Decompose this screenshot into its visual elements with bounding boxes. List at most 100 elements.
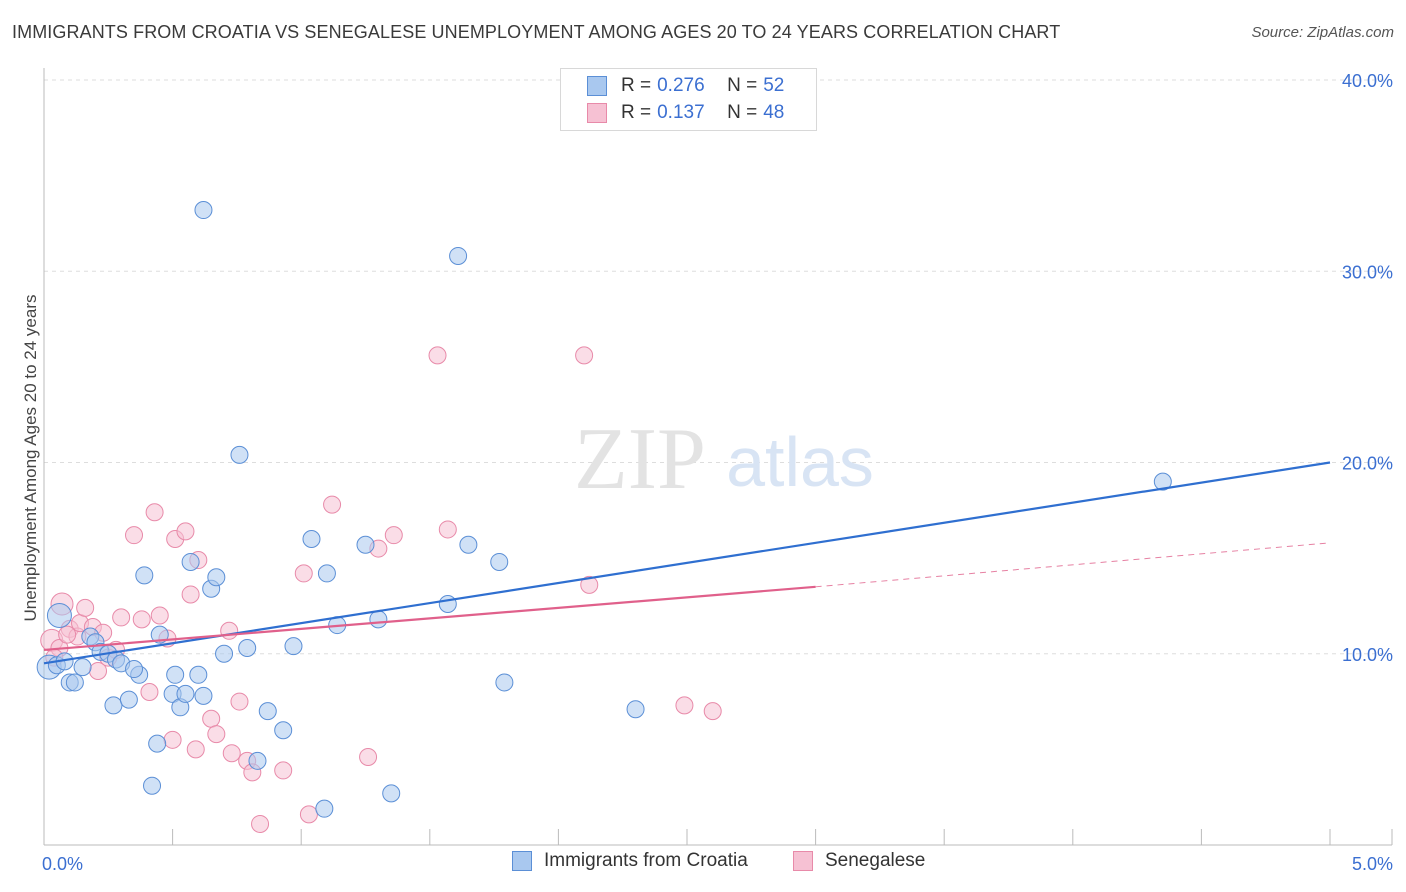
croatia-point: [194, 686, 213, 705]
senegalese-point: [323, 495, 342, 514]
croatia-point: [176, 684, 195, 703]
croatia-point: [248, 751, 267, 770]
x-tick-label: 0.0%: [42, 854, 83, 874]
legend-n-label: N =: [727, 102, 758, 123]
croatia-point: [119, 690, 138, 709]
croatia-point: [189, 665, 208, 684]
senegalese-point: [384, 526, 403, 545]
croatia-point: [449, 246, 468, 265]
croatia-point: [65, 673, 84, 692]
croatia-point: [356, 535, 375, 554]
croatia-point: [369, 610, 388, 629]
senegalese-point: [125, 526, 144, 545]
y-tick-label: 20.0%: [1342, 454, 1393, 474]
y-tick-label: 30.0%: [1342, 262, 1393, 282]
senegalese-point: [58, 625, 77, 644]
croatia-point: [274, 721, 293, 740]
x-tick-label: 5.0%: [1352, 854, 1393, 874]
chart-title: IMMIGRANTS FROM CROATIA VS SENEGALESE UN…: [12, 22, 1061, 42]
senegalese-point: [230, 692, 249, 711]
watermark-atlas: atlas: [726, 423, 874, 501]
croatia-point: [73, 658, 92, 677]
croatia-point: [315, 799, 334, 818]
legend-r-value-croatia: 0.276: [657, 75, 705, 96]
croatia-point: [317, 564, 336, 583]
senegalese-point: [575, 346, 594, 365]
croatia-point: [166, 665, 185, 684]
legend-n-label: N =: [727, 75, 758, 96]
croatia-point: [207, 568, 226, 587]
croatia-point: [490, 552, 509, 571]
croatia-point: [150, 625, 169, 644]
croatia-point: [495, 673, 514, 692]
croatia-point: [215, 644, 234, 663]
senegalese-trend-line: [43, 585, 816, 652]
bottom-legend-senegalese: Senegalese: [793, 850, 925, 872]
senegalese-point: [438, 520, 457, 539]
croatia-point: [125, 660, 144, 679]
senegalese-point: [675, 696, 694, 715]
croatia-point: [438, 595, 457, 614]
senegalese-point: [703, 702, 722, 721]
bottom-legend-croatia: Immigrants from Croatia: [512, 850, 748, 872]
trend-lines: [43, 461, 1331, 665]
croatia-point: [104, 696, 123, 715]
legend-r-value-senegalese: 0.137: [657, 102, 705, 123]
legend-row-senegalese: R = 0.137 N = 48: [587, 100, 784, 126]
senegalese-point: [207, 725, 226, 744]
senegalese-point: [140, 683, 159, 701]
bottom-legend-label-croatia: Immigrants from Croatia: [544, 850, 748, 871]
croatia-point: [46, 603, 72, 628]
senegalese-point: [112, 608, 131, 627]
senegalese-point: [220, 621, 239, 640]
croatia-point: [230, 445, 249, 464]
croatia-trend-line: [43, 461, 1331, 665]
croatia-point: [1153, 472, 1172, 491]
bottom-legend-label-senegalese: Senegalese: [825, 850, 926, 871]
bottom-legend-swatch-senegalese: [793, 851, 813, 871]
senegalese-point: [176, 522, 195, 541]
croatia-point: [135, 566, 154, 585]
senegalese-point: [202, 709, 221, 728]
croatia-point: [143, 776, 162, 795]
legend-swatch-senegalese: [587, 103, 607, 123]
bottom-legend-swatch-croatia: [512, 851, 532, 871]
croatia-point: [148, 734, 167, 753]
legend-n-value-croatia: 52: [763, 75, 785, 96]
source-credit: Source: ZipAtlas.com: [1251, 24, 1394, 41]
senegalese-point: [251, 814, 270, 833]
croatia-point: [194, 201, 213, 220]
legend-r-label: R =: [621, 75, 652, 96]
axis-layer: 10.0% 20.0% 30.0% 40.0% 0.0% 5.0%: [42, 68, 1393, 874]
watermark: ZIP atlas: [574, 411, 874, 508]
senegalese-point: [359, 748, 378, 767]
croatia-point: [258, 702, 277, 721]
y-axis-label: Unemployment Among Ages 20 to 24 years: [21, 295, 40, 622]
croatia-point: [238, 639, 257, 658]
y-tick-label: 10.0%: [1342, 645, 1393, 665]
croatia-point: [284, 637, 303, 656]
senegalese-point: [222, 744, 241, 763]
senegalese-trend-extension: [815, 542, 1331, 588]
senegalese-point: [294, 564, 313, 583]
senegalese-point: [132, 610, 151, 629]
senegalese-point: [150, 606, 169, 625]
legend-swatch-croatia: [587, 76, 607, 96]
croatia-points: [36, 201, 1172, 818]
senegalese-point: [145, 503, 164, 522]
legend-row-croatia: R = 0.276 N = 52: [587, 73, 784, 99]
legend-n-value-senegalese: 48: [763, 102, 785, 123]
croatia-point: [181, 552, 200, 571]
croatia-point: [459, 535, 478, 554]
senegalese-point: [181, 585, 200, 604]
legend: R = 0.276 N = 52 R = 0.137 N = 48: [560, 68, 817, 131]
watermark-zip: ZIP: [574, 411, 706, 508]
senegalese-point: [163, 730, 182, 749]
senegalese-point: [274, 761, 293, 780]
croatia-point: [382, 784, 401, 803]
senegalese-point: [428, 346, 447, 365]
grid-layer: [44, 79, 1392, 655]
croatia-point: [626, 700, 645, 719]
legend-r-label: R =: [621, 102, 652, 123]
